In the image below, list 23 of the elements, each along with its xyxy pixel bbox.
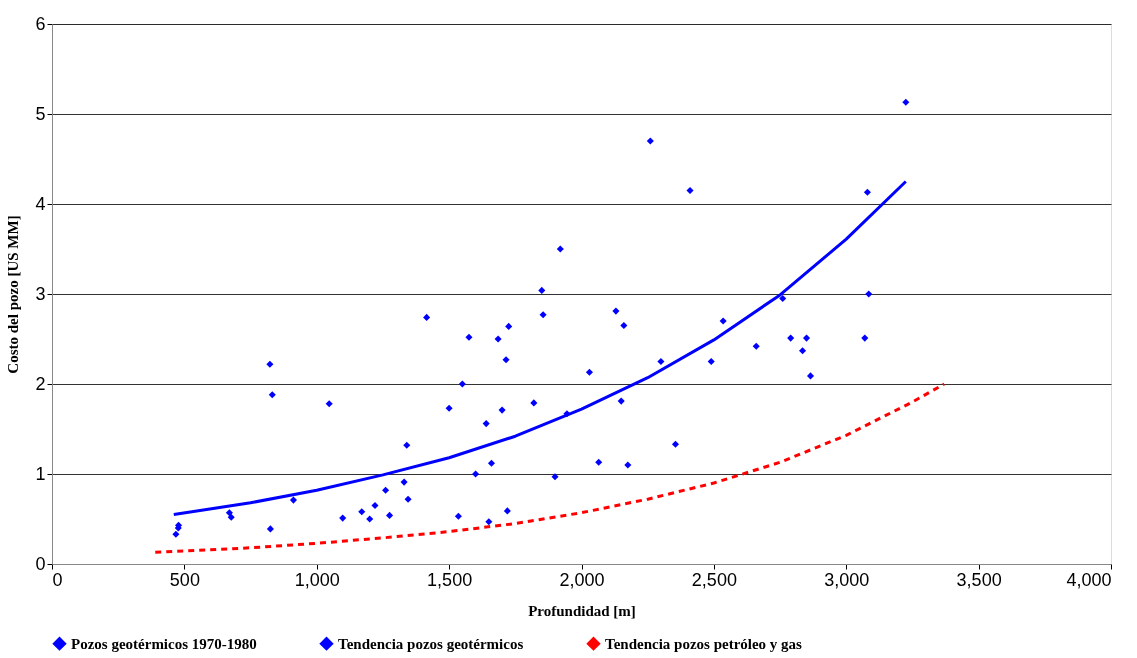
x-tick-label: 3,000	[824, 569, 870, 590]
x-tick-label: 2,500	[691, 569, 737, 590]
y-tick-label: 0	[35, 553, 46, 574]
x-tick-label: 1,500	[427, 569, 473, 590]
y-tick-label: 1	[35, 463, 46, 484]
line-series	[172, 180, 908, 516]
x-tick-label: 1,000	[294, 569, 340, 590]
y-tick-label: 6	[35, 13, 46, 34]
y-tick-label: 4	[35, 193, 46, 214]
x-tick-label: 3,500	[956, 569, 1002, 590]
x-tick-label: 0	[52, 569, 63, 590]
x-axis-title: Profundidad [m]	[528, 602, 636, 619]
x-tick-label: 4,000	[1066, 569, 1112, 590]
legend-label: Pozos geotérmicos 1970-1980	[71, 635, 257, 652]
y-tick-label: 5	[35, 103, 46, 124]
legend-label: Tendencia pozos geotérmicos	[338, 635, 524, 652]
x-tick-label: 2,000	[559, 569, 605, 590]
x-tick-label: 500	[169, 569, 200, 590]
legend-label: Tendencia pozos petróleo y gas	[605, 635, 803, 652]
y-tick-label: 3	[35, 283, 46, 304]
line-series	[153, 382, 946, 554]
y-tick-label: 2	[35, 373, 46, 394]
y-axis-title: Costo del pozo [US MM]	[5, 215, 22, 374]
